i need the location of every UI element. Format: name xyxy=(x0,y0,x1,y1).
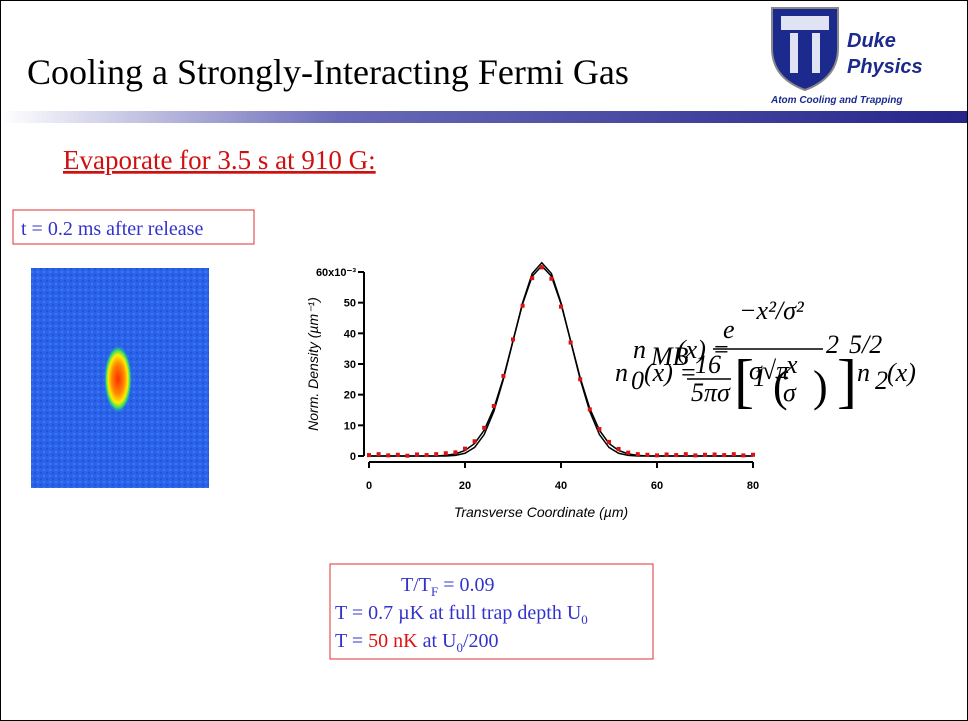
data-point xyxy=(741,453,745,457)
result-text: T = 0.7 µK at full trap depth U xyxy=(335,602,582,624)
result-text: T/T xyxy=(401,574,431,596)
data-point xyxy=(540,265,544,269)
data-point xyxy=(684,452,688,456)
data-point xyxy=(722,453,726,457)
title-bar xyxy=(1,111,967,123)
data-point xyxy=(665,452,669,456)
data-point xyxy=(588,407,592,411)
equation-part: 2 xyxy=(826,330,839,359)
x-tick-label: 60 xyxy=(651,480,663,492)
data-point xyxy=(607,440,611,444)
x-axis-title: Transverse Coordinate (µm) xyxy=(454,504,628,520)
data-point xyxy=(530,276,534,280)
y-tick-label: 40 xyxy=(344,328,356,340)
x-tick-label: 40 xyxy=(555,480,567,492)
data-point xyxy=(674,453,678,457)
data-point xyxy=(693,453,697,457)
data-point xyxy=(703,453,707,457)
result-sub: F xyxy=(431,584,438,599)
data-point xyxy=(559,305,563,309)
atom-cloud xyxy=(104,345,132,413)
x-tick-label: 80 xyxy=(747,480,759,492)
equation-part: x xyxy=(785,350,798,379)
data-point xyxy=(473,439,477,443)
image-caption: t = 0.2 ms after release xyxy=(21,218,203,240)
y-tick-label: 60x10⁻³ xyxy=(316,267,356,279)
equation-part: −x²/σ² xyxy=(739,296,805,325)
data-point xyxy=(751,453,755,457)
result-text: /200 xyxy=(463,630,499,652)
data-point xyxy=(655,453,659,457)
svg-text:): ) xyxy=(813,362,828,411)
logo-tagline: Atom Cooling and Trapping xyxy=(770,95,902,106)
y-tick-label: 50 xyxy=(344,298,356,310)
equation-part: 16 xyxy=(695,350,721,379)
equation-part: (x) = xyxy=(644,358,697,387)
data-point xyxy=(511,337,515,341)
equation-part: e xyxy=(723,315,735,344)
data-point xyxy=(549,277,553,281)
result-text: = 0.09 xyxy=(438,574,494,596)
slide-title: Cooling a Strongly-Interacting Fermi Gas xyxy=(27,52,629,92)
data-point xyxy=(453,450,457,454)
data-point xyxy=(617,447,621,451)
x-tick-label: 0 xyxy=(366,480,372,492)
equation-part: 5/2 xyxy=(849,330,882,359)
data-point xyxy=(463,447,467,451)
logo-text: Duke xyxy=(847,30,896,52)
equation-part: σ xyxy=(783,378,797,407)
slide-canvas: Cooling a Strongly-Interacting Fermi Gas… xyxy=(1,1,967,720)
data-point xyxy=(386,453,390,457)
data-point xyxy=(396,453,400,457)
result-text: T = xyxy=(335,630,368,652)
data-point xyxy=(492,404,496,408)
y-tick-label: 0 xyxy=(350,451,356,463)
data-point xyxy=(732,452,736,456)
slide: Cooling a Strongly-Interacting Fermi Gas… xyxy=(0,0,968,721)
subtitle: Evaporate for 3.5 s at 910 G: xyxy=(63,145,376,175)
data-point xyxy=(377,452,381,456)
equation-part: 0 xyxy=(631,366,644,395)
data-point xyxy=(636,452,640,456)
equation-part: n xyxy=(857,358,870,387)
data-point xyxy=(501,374,505,378)
result-highlight: 50 nK xyxy=(368,630,418,652)
equation-part: n xyxy=(615,358,628,387)
x-tick-label: 20 xyxy=(459,480,471,492)
data-point xyxy=(415,452,419,456)
data-point xyxy=(597,427,601,431)
result-line: T/TF = 0.09 xyxy=(401,574,495,599)
y-tick-label: 20 xyxy=(344,390,356,402)
data-point xyxy=(434,452,438,456)
data-point xyxy=(444,451,448,455)
data-point xyxy=(569,341,573,345)
data-point xyxy=(425,453,429,457)
result-line: T = 50 nK at U0/200 xyxy=(335,630,499,655)
y-tick-label: 10 xyxy=(344,420,356,432)
result-sub: 0 xyxy=(581,612,588,627)
equation-part: (x) xyxy=(887,358,916,387)
data-point xyxy=(645,453,649,457)
data-point xyxy=(521,304,525,308)
y-tick-label: 30 xyxy=(344,359,356,371)
data-point xyxy=(405,454,409,458)
result-line: T = 0.7 µK at full trap depth U0 xyxy=(335,602,588,627)
y-axis-title: Norm. Density (µm⁻¹) xyxy=(305,297,321,431)
data-point xyxy=(578,377,582,381)
data-point xyxy=(482,426,486,430)
logo: Duke Physics Atom Cooling and Trapping xyxy=(770,8,923,106)
data-point xyxy=(713,452,717,456)
equation-part: 5πσ xyxy=(691,378,731,407)
result-text: at U xyxy=(418,630,457,652)
data-point xyxy=(367,453,371,457)
data-point xyxy=(626,451,630,455)
logo-text: Physics xyxy=(847,56,923,78)
